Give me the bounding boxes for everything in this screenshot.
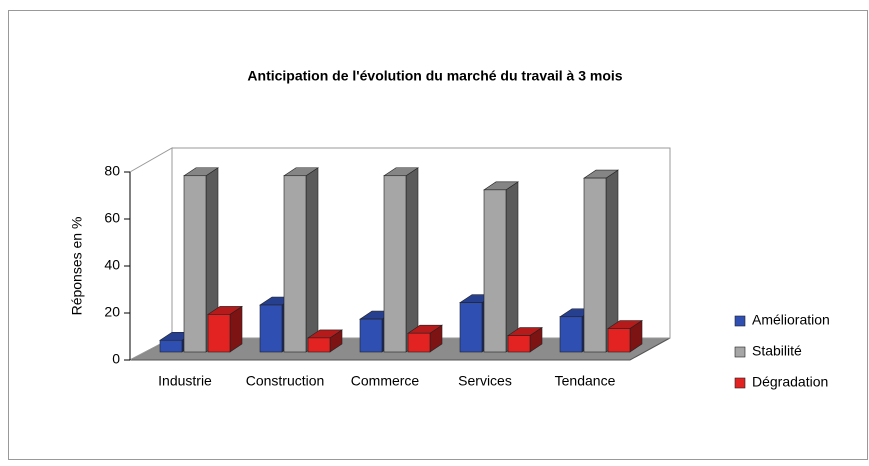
bar-side bbox=[305, 167, 319, 353]
y-tick-label: 0 bbox=[112, 351, 120, 367]
bar bbox=[459, 302, 483, 353]
x-tick-label: Tendance bbox=[555, 373, 616, 389]
frame bbox=[8, 10, 868, 460]
legend-swatch bbox=[734, 377, 746, 389]
bar bbox=[607, 328, 631, 353]
bar bbox=[359, 318, 383, 353]
y-tick-label: 40 bbox=[104, 257, 120, 273]
y-axis-label: Réponses en % bbox=[69, 217, 85, 316]
bar bbox=[207, 314, 231, 353]
bar bbox=[483, 189, 507, 353]
bar bbox=[507, 335, 531, 353]
legend-label: Amélioration bbox=[752, 312, 830, 328]
bar bbox=[407, 332, 431, 353]
bar-side bbox=[505, 181, 519, 353]
bar bbox=[183, 175, 207, 353]
y-tick-label: 60 bbox=[104, 210, 120, 226]
x-tick-label: Services bbox=[458, 373, 512, 389]
bar-side bbox=[405, 167, 419, 353]
chart-title: Anticipation de l'évolution du marché du… bbox=[247, 68, 622, 84]
y-tick-label: 20 bbox=[104, 304, 120, 320]
bar bbox=[559, 316, 583, 353]
legend-swatch bbox=[734, 315, 746, 327]
bar bbox=[259, 304, 283, 353]
bar bbox=[283, 175, 307, 353]
bar bbox=[583, 177, 607, 353]
bar bbox=[159, 339, 183, 353]
y-tick-label: 80 bbox=[104, 163, 120, 179]
x-tick-label: Industrie bbox=[158, 373, 212, 389]
legend-label: Stabilité bbox=[752, 343, 802, 359]
legend-swatch bbox=[734, 346, 746, 358]
bar bbox=[383, 175, 407, 353]
x-tick-label: Commerce bbox=[351, 373, 420, 389]
bar bbox=[307, 337, 331, 353]
x-tick-label: Construction bbox=[246, 373, 325, 389]
legend-label: Dégradation bbox=[752, 374, 828, 390]
